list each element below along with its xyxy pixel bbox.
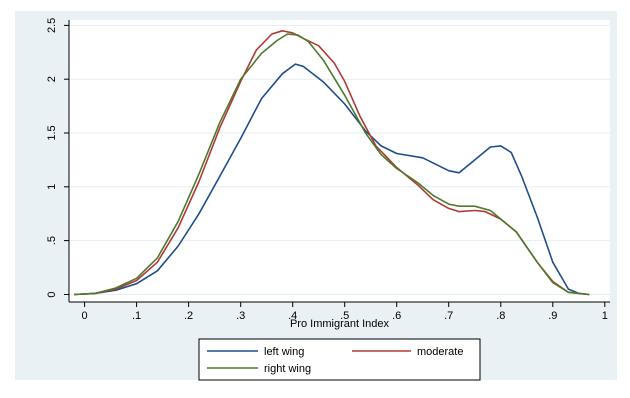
- y-axis-ticks: 0 .5 1 1.5 2 2.5: [46, 18, 69, 298]
- y-tick-label: 2: [46, 76, 58, 82]
- series-lines: [74, 30, 590, 296]
- x-axis-title: Pro Immigrant Index: [290, 318, 390, 330]
- series-line-left-wing: [74, 63, 590, 296]
- x-tick-label: .1: [132, 310, 141, 322]
- y-tick-label: .5: [46, 236, 58, 245]
- y-tick-label: 1.5: [46, 125, 58, 140]
- x-tick-label: 1: [602, 310, 608, 322]
- x-tick-label: 0: [82, 310, 88, 322]
- x-tick-label: .6: [392, 310, 401, 322]
- x-tick-label: .5: [340, 310, 349, 322]
- x-tick-label: .7: [444, 310, 453, 322]
- x-tick-label: .2: [184, 310, 193, 322]
- x-tick-label: .3: [236, 310, 245, 322]
- x-tick-label: .8: [496, 310, 505, 322]
- x-tick-label: .9: [548, 310, 557, 322]
- grid-lines: [69, 24, 610, 295]
- y-tick-label: 2.5: [46, 18, 58, 33]
- legend-label-moderate: moderate: [417, 346, 463, 358]
- legend-label-left-wing: left wing: [264, 346, 304, 358]
- x-axis-ticks: 0 .1 .2 .3 .4 .5 .6 .7 .8 .9 1: [82, 302, 608, 322]
- legend-label-right-wing: right wing: [264, 363, 311, 375]
- legend: left wing moderate right wing: [198, 338, 481, 381]
- legend-box: [198, 338, 481, 381]
- series-line-right-wing: [74, 33, 590, 296]
- y-tick-label: 0: [46, 291, 58, 297]
- plot-area: [69, 20, 610, 302]
- x-tick-label: .4: [288, 310, 297, 322]
- y-tick-label: 1: [46, 184, 58, 190]
